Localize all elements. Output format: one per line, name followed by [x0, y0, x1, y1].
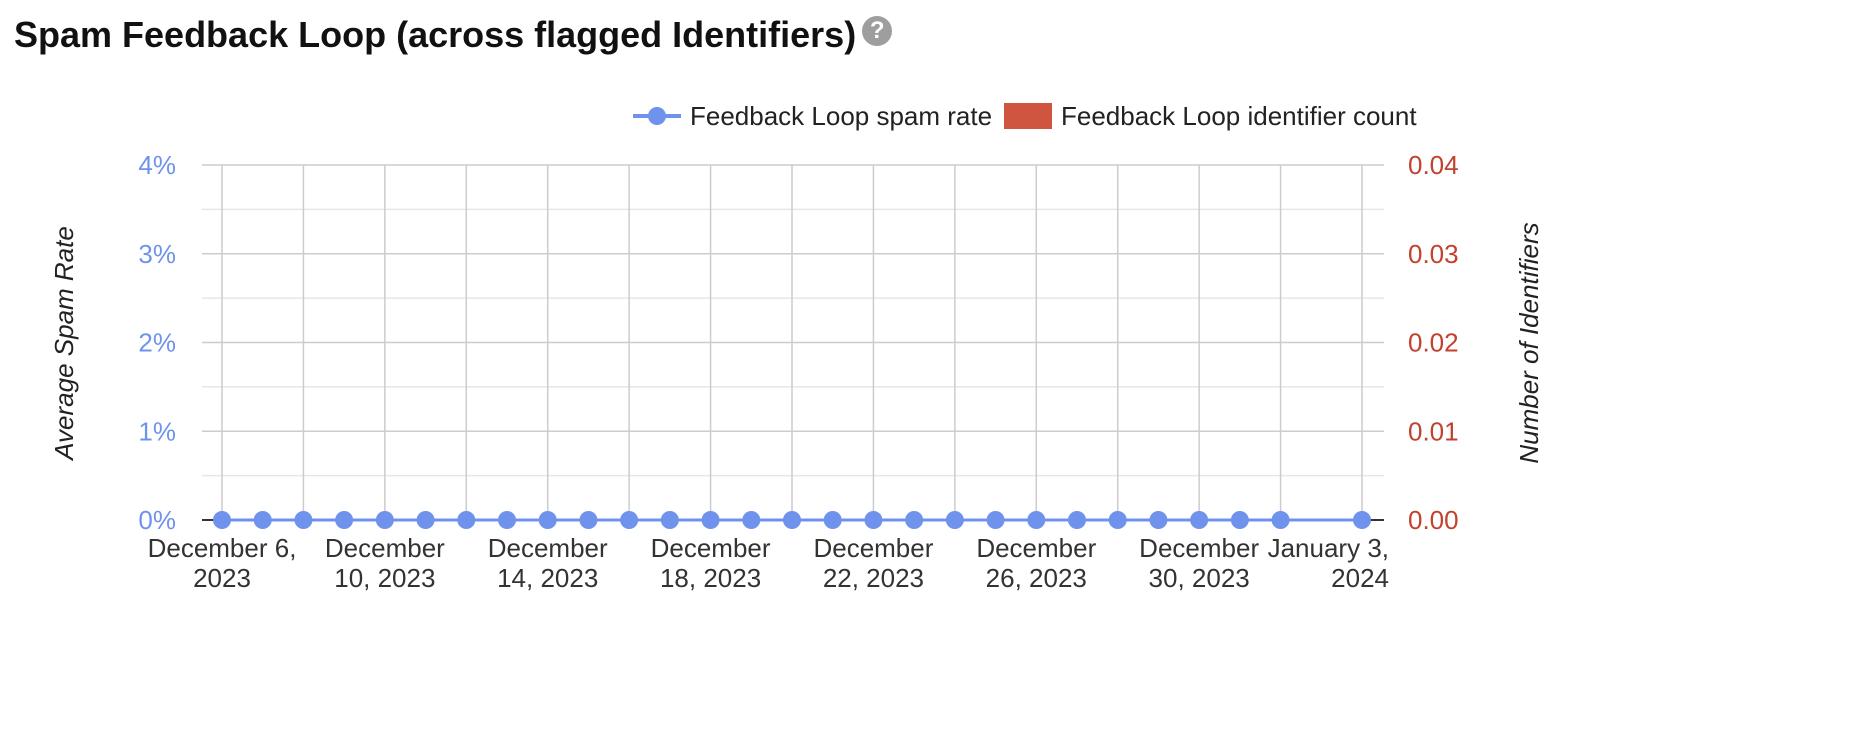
data-point-spam-rate	[823, 511, 842, 529]
data-point-spam-rate	[579, 511, 598, 529]
y-axis-left: 0% 1% 2% 3% 4%	[138, 150, 176, 535]
data-point-spam-rate	[253, 511, 272, 529]
data-point-spam-rate	[660, 511, 679, 529]
data-point-spam-rate	[783, 511, 801, 529]
data-point-spam-rate	[986, 511, 1005, 529]
y-left-tick-label: 3%	[138, 239, 176, 269]
data-point-spam-rate	[905, 511, 924, 529]
legend-marker-swatch	[648, 107, 666, 125]
x-tick-label: December 10, 2023	[325, 533, 445, 593]
y-axis-right-title: Number of Identifiers	[1514, 222, 1544, 463]
data-point-spam-rate	[335, 511, 354, 529]
legend-label-identifier-count: Feedback Loop identifier count	[1061, 101, 1417, 131]
data-point-spam-rate	[742, 511, 761, 529]
x-tick-label: December 22, 2023	[813, 533, 933, 593]
x-tick-label: December 30, 2023	[1139, 533, 1259, 593]
series-layer	[213, 511, 1371, 529]
y-right-tick-label: 0.02	[1408, 328, 1459, 358]
x-tick-label: December 18, 2023	[651, 533, 771, 593]
data-point-spam-rate	[1271, 511, 1290, 529]
help-icon[interactable]: ?	[862, 16, 893, 46]
data-point-spam-rate	[1068, 511, 1086, 529]
y-right-tick-label: 0.03	[1408, 239, 1459, 269]
chart-title: Spam Feedback Loop (across flagged Ident…	[14, 14, 857, 55]
data-point-spam-rate	[701, 511, 720, 529]
data-point-spam-rate	[294, 511, 313, 529]
data-point-spam-rate	[1027, 511, 1046, 529]
y-left-tick-label: 1%	[138, 416, 176, 446]
data-point-spam-rate	[945, 511, 964, 529]
x-axis: December 6, 2023 December 10, 2023 December 1…	[148, 533, 1389, 593]
data-point-spam-rate	[1149, 511, 1168, 529]
data-point-spam-rate	[416, 511, 435, 529]
legend-item-identifier-count[interactable]: Feedback Loop identifier count	[1004, 101, 1417, 131]
y-axis-right: 0.00 0.01 0.02 0.03 0.04	[1408, 150, 1459, 535]
y-right-tick-label: 0.01	[1408, 416, 1459, 446]
data-point-spam-rate	[375, 511, 394, 529]
data-point-spam-rate	[1108, 511, 1127, 529]
legend-bar-swatch	[1004, 103, 1052, 129]
y-right-tick-label: 0.04	[1408, 150, 1459, 180]
data-point-spam-rate	[1353, 511, 1371, 529]
y-left-tick-label: 0%	[138, 505, 176, 535]
y-axis-left-title: Average Spam Rate	[49, 226, 79, 462]
y-left-tick-label: 2%	[138, 328, 176, 358]
y-right-tick-label: 0.00	[1408, 505, 1459, 535]
y-left-tick-label: 4%	[138, 150, 176, 180]
chart-header: Spam Feedback Loop (across flagged Ident…	[14, 14, 893, 56]
x-tick-label: December 26, 2023	[976, 533, 1096, 593]
data-point-spam-rate	[1230, 511, 1249, 529]
data-point-spam-rate	[538, 511, 557, 529]
data-point-spam-rate	[1190, 511, 1209, 529]
data-point-spam-rate	[498, 511, 516, 529]
x-tick-label: January 3, 2024	[1268, 533, 1389, 593]
legend-item-spam-rate[interactable]: Feedback Loop spam rate	[633, 101, 992, 131]
grid	[202, 164, 1384, 521]
legend: Feedback Loop spam rate Feedback Loop id…	[633, 101, 1417, 131]
data-point-spam-rate	[620, 511, 639, 529]
legend-label-spam-rate: Feedback Loop spam rate	[690, 101, 992, 131]
data-point-spam-rate	[213, 511, 231, 529]
x-tick-label: December 14, 2023	[488, 533, 608, 593]
x-tick-label: December 6, 2023	[148, 533, 297, 593]
data-point-spam-rate	[864, 511, 883, 529]
data-point-spam-rate	[457, 511, 476, 529]
